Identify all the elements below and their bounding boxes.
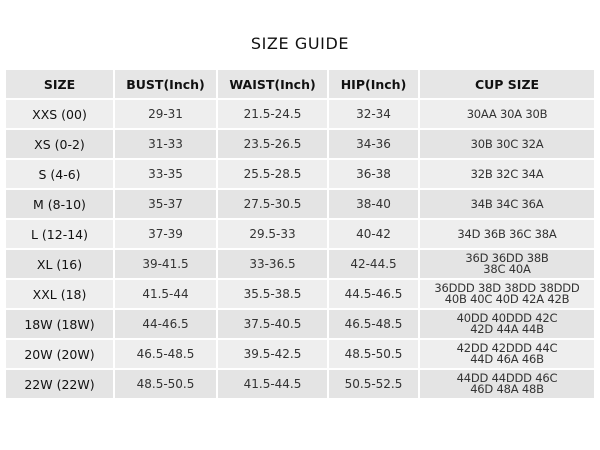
table-row: 18W (18W) 44-46.5 37.5-40.5 46.5-48.5 40… bbox=[4, 308, 596, 340]
cup-size-line: 42DD 42DDD 44C bbox=[456, 341, 558, 355]
bust-cell: 37-39 bbox=[113, 218, 218, 250]
table-row: S (4-6) 33-35 25.5-28.5 36-38 32B 32C 34… bbox=[4, 158, 596, 190]
size-cell: XXL (18) bbox=[4, 278, 115, 310]
cup-size-cell: 34B 34C 36A bbox=[418, 188, 596, 220]
header-bust: BUST(Inch) bbox=[113, 68, 218, 100]
header-cup-size: CUP SIZE bbox=[418, 68, 596, 100]
waist-cell: 41.5-44.5 bbox=[216, 368, 329, 400]
cup-size-line: 36DDD 38D 38DD 38DDD bbox=[434, 281, 580, 295]
bust-cell: 44-46.5 bbox=[113, 308, 218, 340]
table-body: XXS (00) 29-31 21.5-24.5 32-34 30AA 30A … bbox=[4, 98, 596, 400]
waist-cell: 21.5-24.5 bbox=[216, 98, 329, 130]
cup-size-line: 32B 32C 34A bbox=[470, 166, 544, 181]
table-row: M (8-10) 35-37 27.5-30.5 38-40 34B 34C 3… bbox=[4, 188, 596, 220]
size-cell: 18W (18W) bbox=[4, 308, 115, 340]
bust-cell: 46.5-48.5 bbox=[113, 338, 218, 370]
hip-cell: 44.5-46.5 bbox=[327, 278, 420, 310]
hip-cell: 40-42 bbox=[327, 218, 420, 250]
size-cell: 22W (22W) bbox=[4, 368, 115, 400]
header-size: SIZE bbox=[4, 68, 115, 100]
cup-size-cell: 36DDD 38D 38DD 38DDD 40B 40C 40D 42A 42B bbox=[418, 278, 596, 310]
cup-size-line: 34D 36B 36C 38A bbox=[457, 226, 557, 241]
cup-size-line: 30B 30C 32A bbox=[470, 136, 544, 151]
hip-cell: 50.5-52.5 bbox=[327, 368, 420, 400]
bust-cell: 29-31 bbox=[113, 98, 218, 130]
hip-cell: 48.5-50.5 bbox=[327, 338, 420, 370]
cup-size-cell: 34D 36B 36C 38A bbox=[418, 218, 596, 250]
size-cell: 20W (20W) bbox=[4, 338, 115, 370]
cup-size-line: 30AA 30A 30B bbox=[466, 106, 548, 121]
cup-size-line: 42D 44A 44B bbox=[470, 322, 544, 336]
waist-cell: 25.5-28.5 bbox=[216, 158, 329, 190]
bust-cell: 35-37 bbox=[113, 188, 218, 220]
cup-size-line: 46D 48A 48B bbox=[470, 382, 544, 396]
bust-cell: 41.5-44 bbox=[113, 278, 218, 310]
waist-cell: 27.5-30.5 bbox=[216, 188, 329, 220]
cup-size-line: 38C 40A bbox=[483, 262, 531, 276]
cup-size-line: 34B 34C 36A bbox=[470, 196, 544, 211]
size-cell: XXS (00) bbox=[4, 98, 115, 130]
table-row: XXS (00) 29-31 21.5-24.5 32-34 30AA 30A … bbox=[4, 98, 596, 130]
table-row: 22W (22W) 48.5-50.5 41.5-44.5 50.5-52.5 … bbox=[4, 368, 596, 400]
hip-cell: 36-38 bbox=[327, 158, 420, 190]
bust-cell: 31-33 bbox=[113, 128, 218, 160]
size-cell: L (12-14) bbox=[4, 218, 115, 250]
hip-cell: 34-36 bbox=[327, 128, 420, 160]
size-cell: XS (0-2) bbox=[4, 128, 115, 160]
table-row: XXL (18) 41.5-44 35.5-38.5 44.5-46.5 36D… bbox=[4, 278, 596, 310]
table-row: XS (0-2) 31-33 23.5-26.5 34-36 30B 30C 3… bbox=[4, 128, 596, 160]
waist-cell: 39.5-42.5 bbox=[216, 338, 329, 370]
page-title: SIZE GUIDE bbox=[250, 34, 350, 53]
hip-cell: 42-44.5 bbox=[327, 248, 420, 280]
bust-cell: 39-41.5 bbox=[113, 248, 218, 280]
waist-cell: 35.5-38.5 bbox=[216, 278, 329, 310]
bust-cell: 48.5-50.5 bbox=[113, 368, 218, 400]
table-row: XL (16) 39-41.5 33-36.5 42-44.5 36D 36DD… bbox=[4, 248, 596, 280]
table-row: 20W (20W) 46.5-48.5 39.5-42.5 48.5-50.5 … bbox=[4, 338, 596, 370]
cup-size-line: 40B 40C 40D 42A 42B bbox=[444, 292, 570, 306]
waist-cell: 23.5-26.5 bbox=[216, 128, 329, 160]
header-hip: HIP(Inch) bbox=[327, 68, 420, 100]
cup-size-cell: 44DD 44DDD 46C 46D 48A 48B bbox=[418, 368, 596, 400]
cup-size-cell: 40DD 40DDD 42C 42D 44A 44B bbox=[418, 308, 596, 340]
hip-cell: 46.5-48.5 bbox=[327, 308, 420, 340]
bust-cell: 33-35 bbox=[113, 158, 218, 190]
cup-size-cell: 32B 32C 34A bbox=[418, 158, 596, 190]
cup-size-cell: 30B 30C 32A bbox=[418, 128, 596, 160]
waist-cell: 33-36.5 bbox=[216, 248, 329, 280]
cup-size-cell: 30AA 30A 30B bbox=[418, 98, 596, 130]
size-cell: S (4-6) bbox=[4, 158, 115, 190]
header-waist: WAIST(Inch) bbox=[216, 68, 329, 100]
table-header-row: SIZE BUST(Inch) WAIST(Inch) HIP(Inch) CU… bbox=[4, 68, 596, 100]
waist-cell: 37.5-40.5 bbox=[216, 308, 329, 340]
size-cell: XL (16) bbox=[4, 248, 115, 280]
size-cell: M (8-10) bbox=[4, 188, 115, 220]
table-row: L (12-14) 37-39 29.5-33 40-42 34D 36B 36… bbox=[4, 218, 596, 250]
cup-size-cell: 42DD 42DDD 44C 44D 46A 46B bbox=[418, 338, 596, 370]
cup-size-line: 44D 46A 46B bbox=[470, 352, 544, 366]
cup-size-line: 44DD 44DDD 46C bbox=[456, 371, 558, 385]
cup-size-line: 36D 36DD 38B bbox=[465, 251, 549, 265]
cup-size-cell: 36D 36DD 38B 38C 40A bbox=[418, 248, 596, 280]
waist-cell: 29.5-33 bbox=[216, 218, 329, 250]
hip-cell: 38-40 bbox=[327, 188, 420, 220]
cup-size-line: 40DD 40DDD 42C bbox=[456, 311, 558, 325]
size-guide-table: SIZE BUST(Inch) WAIST(Inch) HIP(Inch) CU… bbox=[4, 68, 596, 400]
hip-cell: 32-34 bbox=[327, 98, 420, 130]
